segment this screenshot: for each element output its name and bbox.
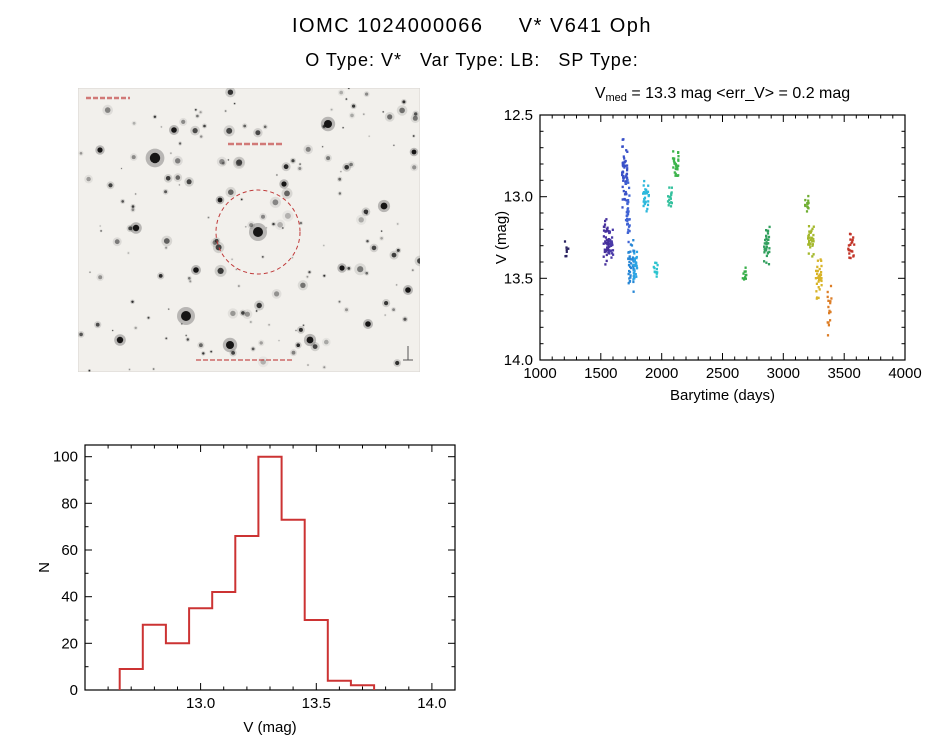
lc-ytick-label: 14.0 <box>504 352 533 369</box>
light-curve-plot: 1000 1500 2000 2500 3000 3500 4000 12.5 13.0 13.5… <box>493 85 922 404</box>
hist-ytick-label: 0 <box>70 682 78 699</box>
hist-ytick-label: 20 <box>61 635 78 652</box>
histogram-steps <box>118 455 376 690</box>
magnitude-histogram-plot: 0 20 40 60 80 100 13.0 13.5 14.0 V (mag) N <box>36 444 456 736</box>
page-title: IOMC 1024000066 V* V641 Oph <box>291 15 653 37</box>
hist-ytick-label: 60 <box>61 542 78 559</box>
hist-xtick-label: 14.0 <box>417 695 446 712</box>
hist-xtick-label: 13.5 <box>302 695 331 712</box>
lc-xtick-label: 4000 <box>888 365 921 382</box>
light-curve-axes: 1000 1500 2000 2500 3000 3500 4000 12.5 13.0 13.5… <box>493 107 922 404</box>
lc-xtick-label: 1500 <box>584 365 617 382</box>
light-curve-points <box>563 138 856 337</box>
histogram-axes: 0 20 40 60 80 100 13.0 13.5 14.0 V (mag) N <box>36 444 456 736</box>
hist-xtick-label: 13.0 <box>186 695 215 712</box>
hist-ytick-label: 80 <box>61 495 78 512</box>
lc-xtick-label: 1000 <box>523 365 556 382</box>
target-circle-marker <box>215 189 301 275</box>
lc-yaxis-label: V (mag) <box>493 211 510 264</box>
lc-ytick-label: 13.5 <box>504 270 533 287</box>
lc-xtick-label: 2500 <box>706 365 739 382</box>
lc-xtick-label: 3000 <box>767 365 800 382</box>
lc-xaxis-label: Barytime (days) <box>670 387 775 404</box>
light-curve-title: Vmed = 13.3 mag <err_V> = 0.2 mag <box>595 85 850 104</box>
lc-ytick-label: 13.0 <box>504 189 533 206</box>
lc-xtick-label: 3500 <box>827 365 860 382</box>
star-field <box>78 88 420 372</box>
finding-chart-image <box>78 88 420 372</box>
lc-ytick-label: 12.5 <box>504 107 533 124</box>
page-subtitle: O Type: V* Var Type: LB: SP Type: <box>305 50 639 70</box>
hist-yaxis-label: N <box>36 562 53 573</box>
hist-xaxis-label: V (mag) <box>243 719 296 736</box>
hist-ytick-label: 40 <box>61 589 78 606</box>
hist-ytick-label: 100 <box>53 449 78 466</box>
lc-xtick-label: 2000 <box>645 365 678 382</box>
